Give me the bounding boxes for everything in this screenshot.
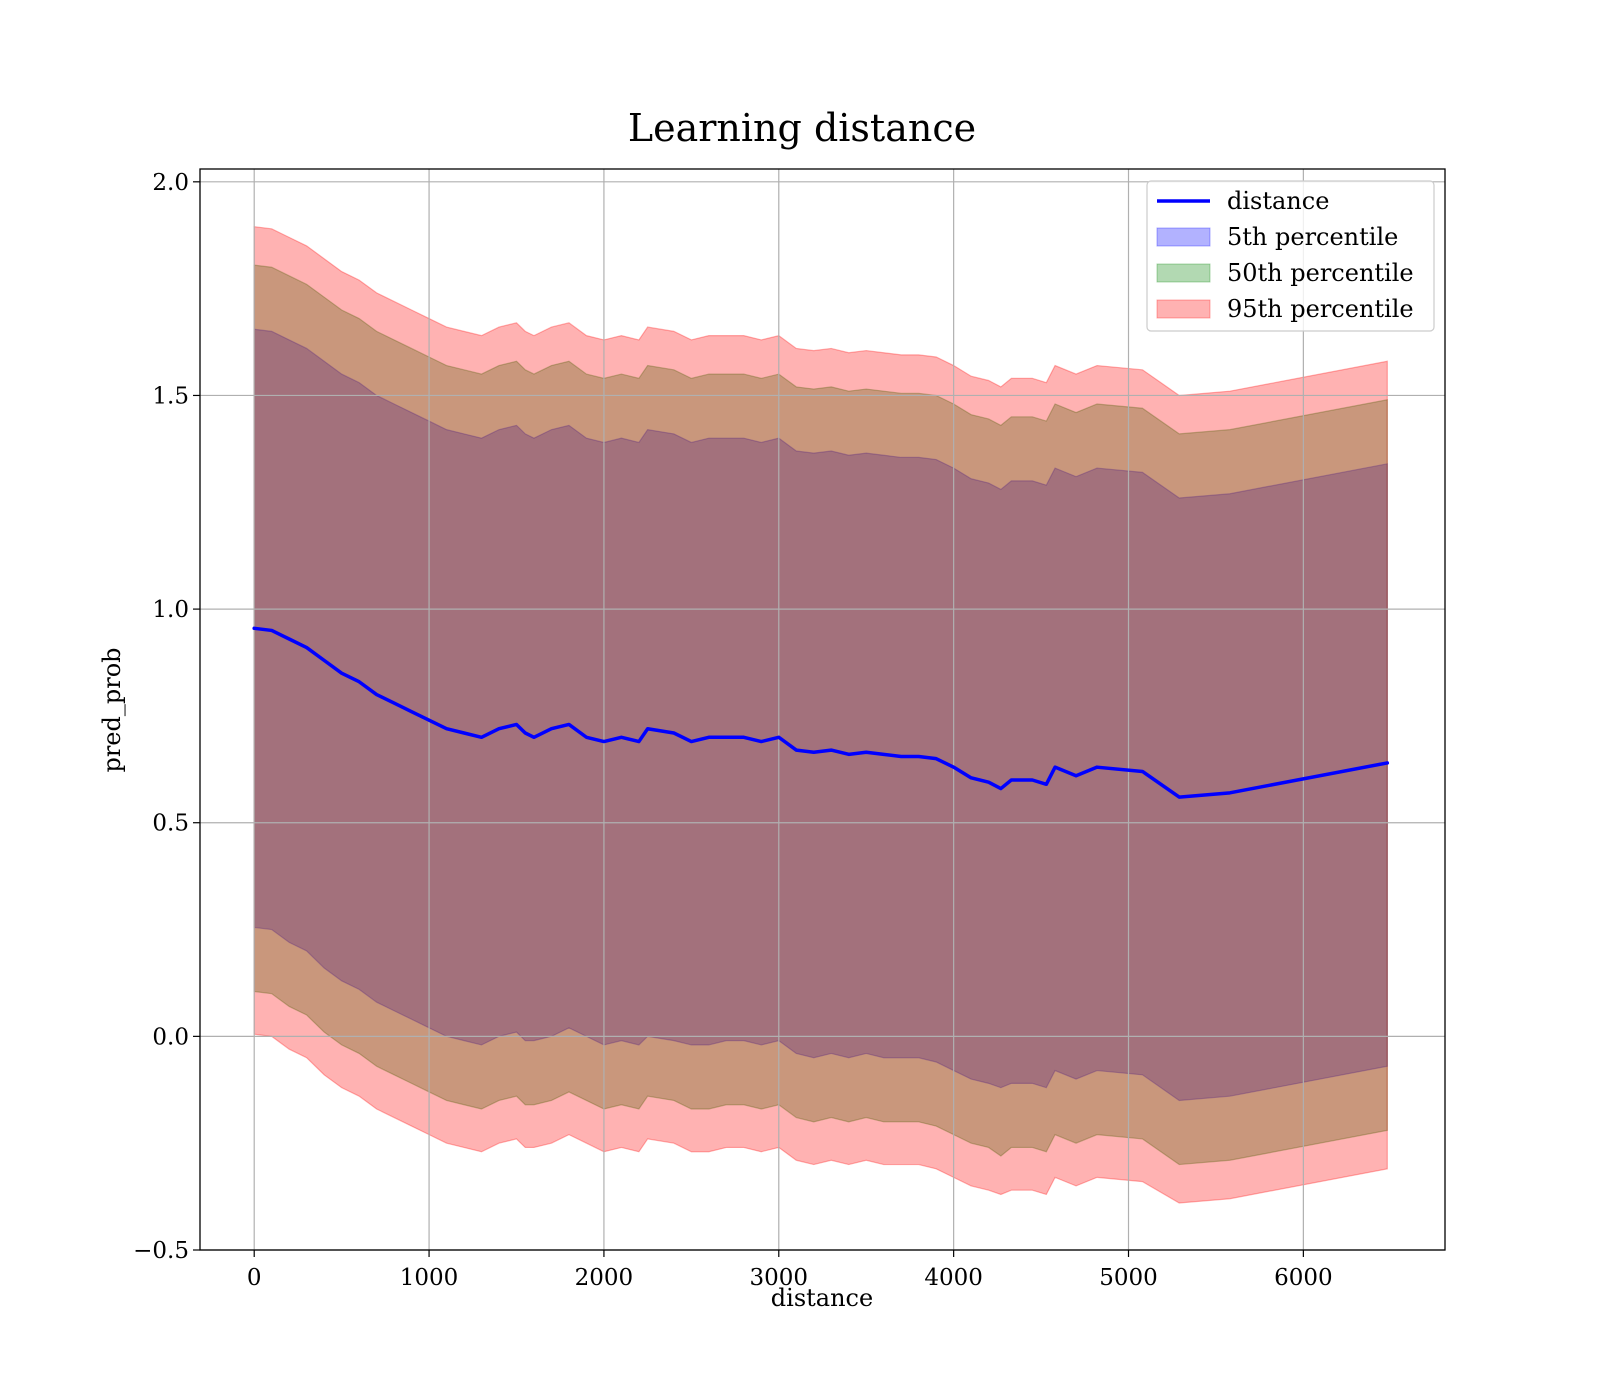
legend-swatch-95th-percentile [1156, 299, 1211, 319]
x-tick-label: 1000 [400, 1265, 459, 1291]
plot-frame [199, 168, 1446, 1251]
x-tick-label: 4000 [924, 1265, 983, 1291]
y-axis-label: pred_prob [98, 647, 126, 772]
legend-box [1146, 180, 1435, 332]
x-tick-label: 0 [247, 1265, 262, 1291]
y-tick-label: 1.0 [152, 597, 189, 623]
x-axis-ticks: 0 1000 2000 3000 4000 5000 6000 [247, 1250, 1333, 1291]
line-layer [252, 626, 1390, 799]
legend-label-50th-percentile: 50th percentile [1227, 259, 1414, 287]
x-tick-label: 6000 [1274, 1265, 1333, 1291]
y-tick-label: −0.5 [133, 1238, 189, 1264]
x-tick-label: 5000 [1099, 1265, 1158, 1291]
x-axis-label: distance [771, 1284, 873, 1312]
y-axis-ticks: −0.5 0.0 0.5 1.0 1.5 2.0 [133, 170, 200, 1264]
legend-label-5th-percentile: 5th percentile [1227, 223, 1398, 251]
y-tick-label: 2.0 [152, 170, 189, 196]
y-tick-label: 0.0 [152, 1024, 189, 1050]
x-tick-label: 3000 [750, 1265, 809, 1291]
band-95th-percentile [253, 226, 1388, 1204]
y-tick-label: 0.5 [152, 811, 189, 837]
series-line-distance [252, 626, 1390, 799]
legend-label-distance: distance [1227, 187, 1329, 215]
x-tick-label: 2000 [575, 1265, 634, 1291]
band-5th-percentile [253, 328, 1388, 1102]
legend-swatch-5th-percentile [1156, 227, 1211, 247]
legend: distance 5th percentile 50th percentile … [1146, 180, 1435, 332]
chart-title: Learning distance [628, 106, 976, 150]
legend-label-95th-percentile: 95th percentile [1227, 295, 1414, 323]
plot-area [253, 226, 1388, 1204]
y-tick-label: 1.5 [152, 383, 189, 409]
legend-swatch-50th-percentile [1156, 263, 1211, 283]
band-50th-percentile [253, 264, 1388, 1166]
